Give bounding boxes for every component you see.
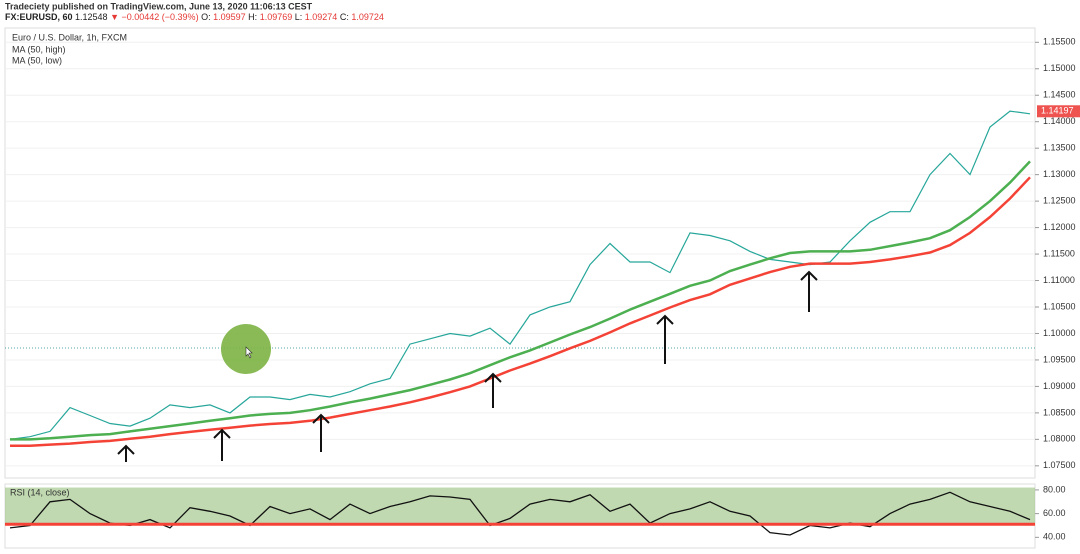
price-line	[9, 110, 1031, 440]
cursor	[245, 346, 253, 359]
y-tick-label: 1.09500	[1043, 354, 1076, 364]
legend-title: Euro / U.S. Dollar, 1h, FXCM	[12, 32, 127, 42]
symbol-part: H:	[248, 12, 257, 22]
rsi-title: RSI (14, close)	[10, 487, 70, 497]
y-tick-label: 1.08000	[1043, 434, 1076, 444]
symbol-part: 1.09597	[213, 12, 246, 22]
rsi-band	[5, 487, 1035, 525]
ma-line	[10, 160, 1031, 441]
y-tick-label: 80.00	[1043, 484, 1066, 494]
ma-line	[10, 176, 1031, 447]
y-tick-label: 1.09000	[1043, 381, 1076, 391]
y-tick-label: 1.14500	[1043, 90, 1076, 100]
y-tick-label: 40.00	[1043, 532, 1066, 542]
arrow	[800, 270, 818, 312]
y-tick-label: 1.13500	[1043, 143, 1076, 153]
last-price-box	[1037, 105, 1080, 118]
symbol-part: C:	[340, 12, 349, 22]
y-tick-label: 1.14000	[1043, 116, 1076, 126]
publisher: Tradeciety published on TradingView.com,…	[5, 1, 313, 11]
y-tick-label: 1.10000	[1043, 328, 1076, 338]
y-tick-label: 1.12500	[1043, 195, 1076, 205]
y-tick-label: 1.08500	[1043, 407, 1076, 417]
arrow	[213, 428, 231, 461]
arrow	[656, 314, 674, 364]
symbol-part: FX:EURUSD, 60	[5, 12, 73, 22]
last-price-label: 1.14197	[1041, 106, 1074, 116]
y-tick-label: 1.12000	[1043, 222, 1076, 232]
y-tick-label: 1.13000	[1043, 169, 1076, 179]
legend-ma-high: MA (50, high)	[12, 44, 66, 54]
arrow	[117, 444, 135, 462]
y-tick-label: 60.00	[1043, 508, 1066, 518]
symbol-part: O:	[201, 12, 211, 22]
price-pane	[4, 27, 1036, 479]
arrows	[117, 270, 818, 462]
symbol-part: L:	[295, 12, 303, 22]
y-tick-label: 1.11500	[1043, 248, 1075, 258]
arrow	[312, 413, 330, 452]
arrow	[484, 372, 502, 408]
y-tick-label: 1.15000	[1043, 63, 1076, 73]
legend-ma-low: MA (50, low)	[12, 55, 62, 65]
symbol-part: 1.09274	[305, 12, 338, 22]
symbol-part: 1.12548	[75, 12, 108, 22]
y-tick-label: 1.07500	[1043, 460, 1076, 470]
symbol-part: 1.09769	[260, 12, 293, 22]
symbol-part: 1.09724	[351, 12, 384, 22]
y-tick-label: 1.10500	[1043, 301, 1076, 311]
symbol-line: FX:EURUSD, 60 1.12548 ▼ −0.00442 (−0.39%…	[5, 12, 384, 22]
y-tick-label: 1.15500	[1043, 37, 1076, 47]
symbol-part: ▼ −0.00442 (−0.39%)	[110, 12, 198, 22]
y-tick-label: 1.11000	[1043, 275, 1075, 285]
